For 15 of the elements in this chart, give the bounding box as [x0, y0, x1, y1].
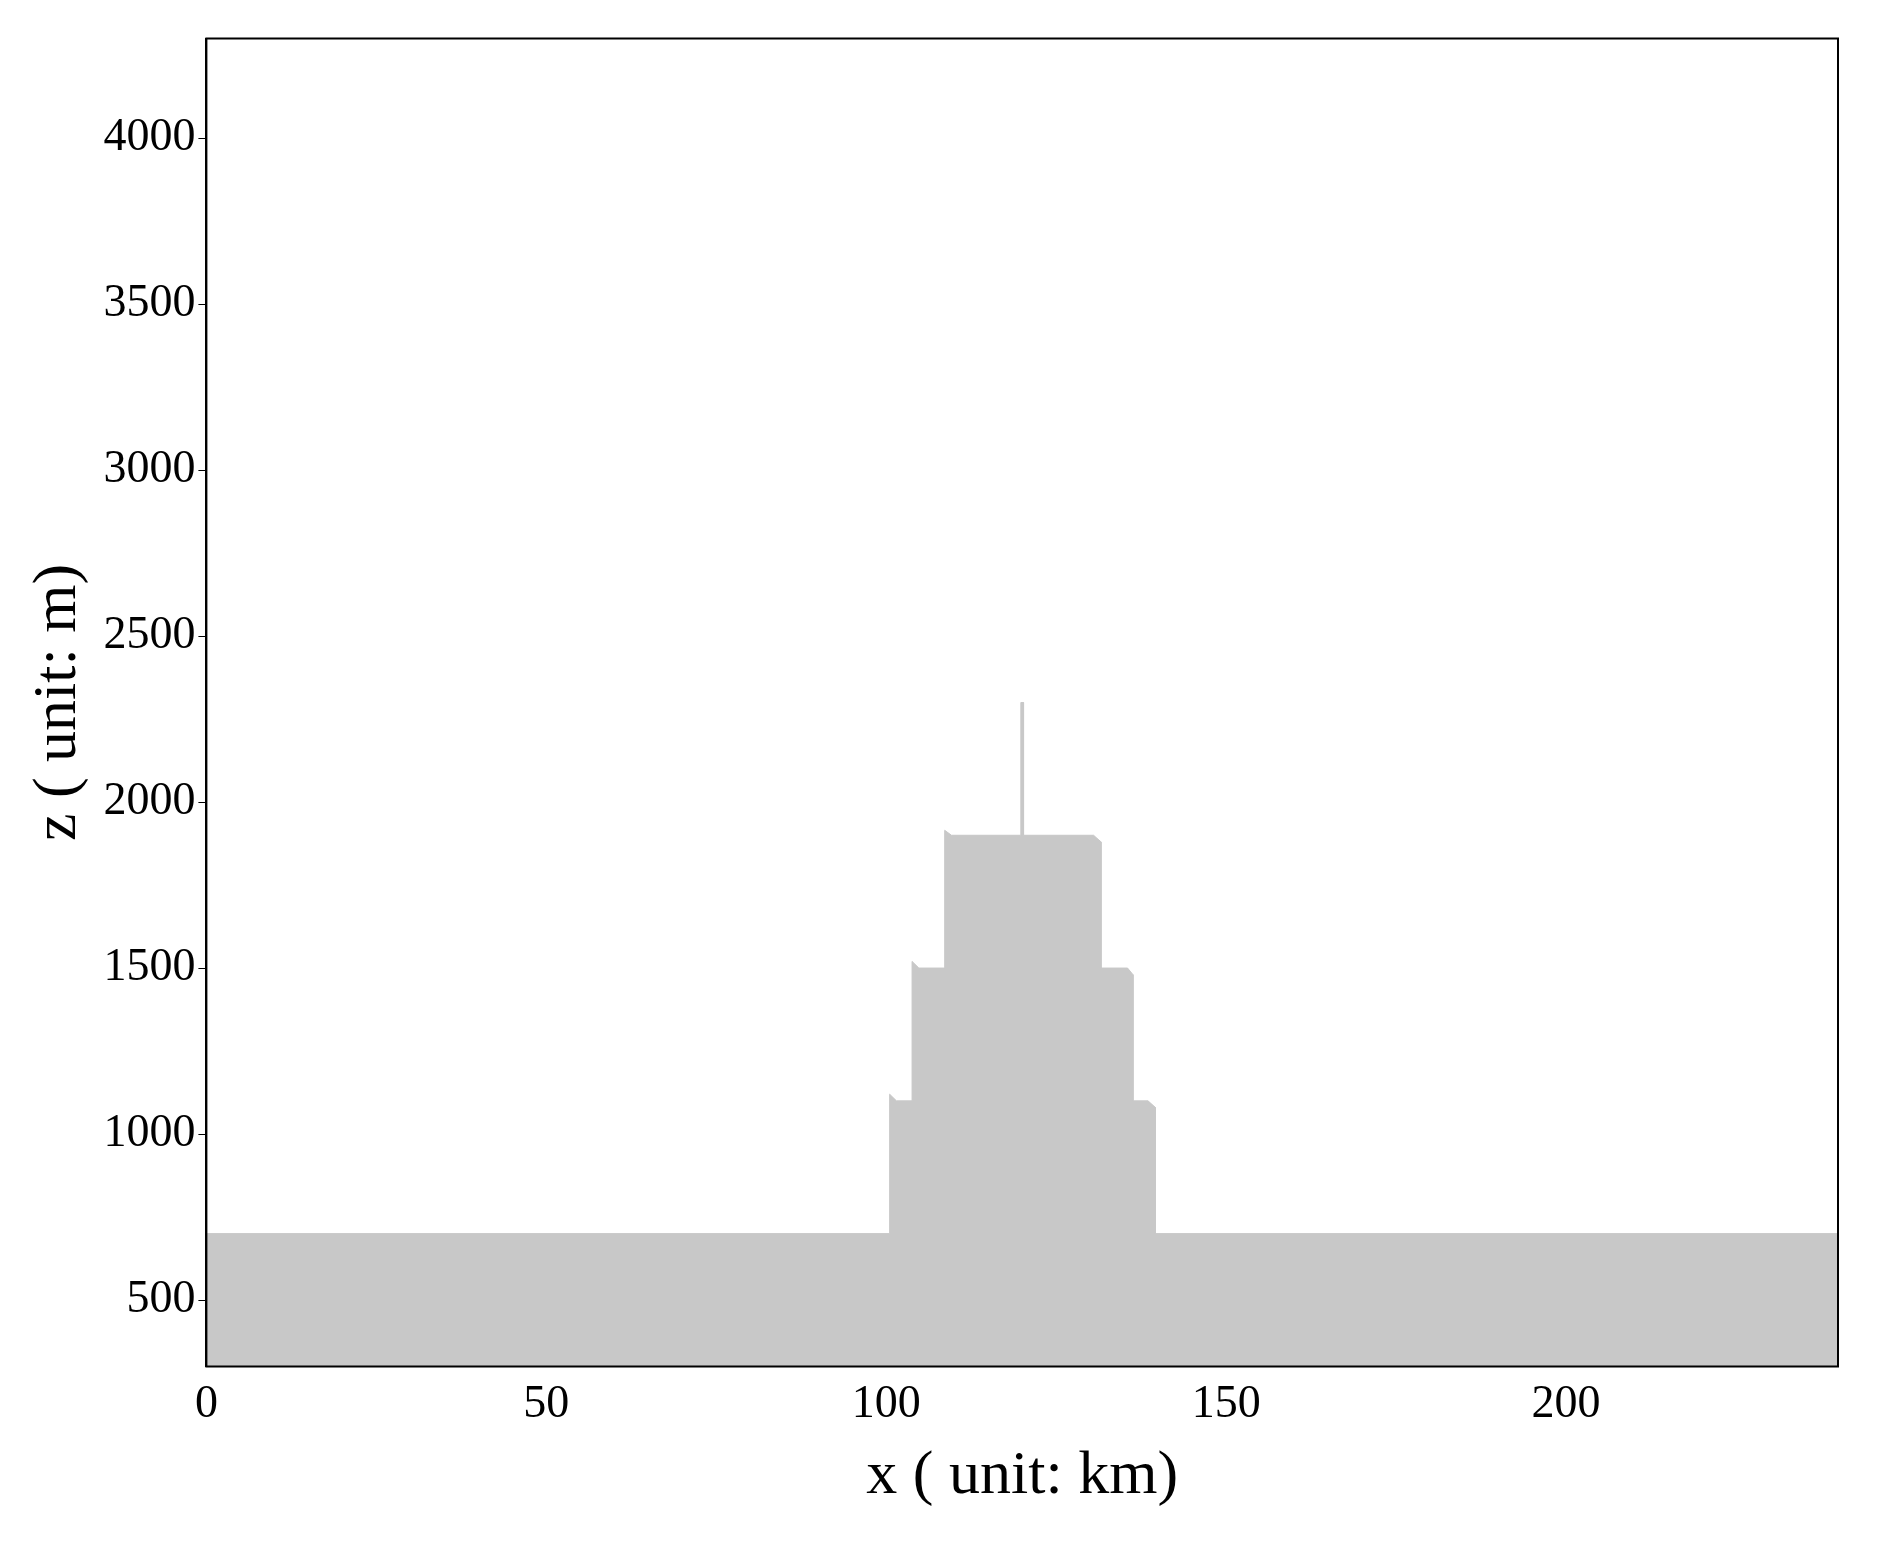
- x-tick-label: 200: [1531, 1376, 1601, 1428]
- y-tick-label: 3000: [103, 441, 196, 493]
- y-axis-title: z ( unit: m): [20, 563, 90, 842]
- y-tick-label: 4000: [103, 109, 196, 161]
- y-tick-label: 500: [126, 1271, 196, 1323]
- x-tick-label: 150: [1191, 1376, 1261, 1428]
- x-tick-label: 100: [851, 1376, 921, 1428]
- x-axis-title: x ( unit: km): [866, 1438, 1179, 1508]
- y-tick-label: 1500: [103, 939, 196, 991]
- y-tick-label: 1000: [103, 1105, 196, 1157]
- y-tick-label: 3500: [103, 275, 196, 327]
- y-tick-label: 2500: [103, 607, 196, 659]
- x-tick-label: 0: [194, 1376, 218, 1428]
- y-tick-label: 2000: [103, 773, 196, 825]
- x-tick-label: 50: [523, 1376, 570, 1428]
